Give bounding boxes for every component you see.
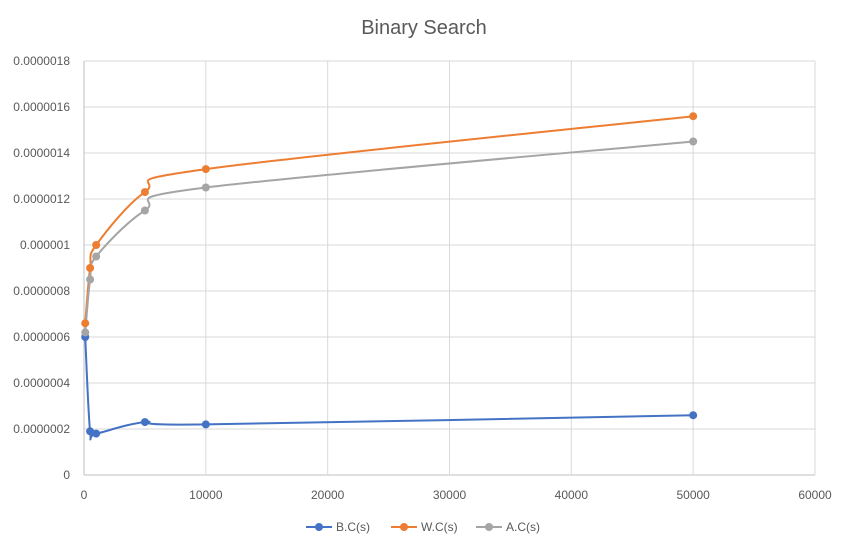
legend-item: A.C(s) <box>476 520 540 534</box>
y-tick-label: 0.0000008 <box>13 284 70 298</box>
data-point <box>140 418 149 427</box>
data-point <box>201 183 210 192</box>
x-tick-label: 40000 <box>555 488 589 502</box>
y-axis-ticks: 0 0.0000002 0.0000004 0.0000006 0.0000008 0.0… <box>13 54 70 482</box>
data-point <box>201 165 210 174</box>
legend-swatch-marker <box>315 523 323 531</box>
data-point <box>92 429 101 438</box>
y-tick-label: 0.0000016 <box>13 100 70 114</box>
y-tick-label: 0.0000012 <box>13 192 70 206</box>
data-point <box>140 188 149 197</box>
y-tick-label: 0 <box>63 468 70 482</box>
legend-label: A.C(s) <box>506 520 540 534</box>
data-point <box>86 275 95 284</box>
x-tick-label: 60000 <box>798 488 832 502</box>
y-tick-label: 0.0000004 <box>13 376 70 390</box>
data-point <box>92 252 101 261</box>
y-tick-label: 0.0000018 <box>13 54 70 68</box>
legend-label: W.C(s) <box>421 520 458 534</box>
legend-item: W.C(s) <box>391 520 458 534</box>
data-point <box>81 328 90 337</box>
legend-swatch-marker <box>400 523 408 531</box>
legend: B.C(s) W.C(s) A.C(s) <box>306 520 540 534</box>
data-point <box>689 112 698 121</box>
legend-item: B.C(s) <box>306 520 370 534</box>
series-line-2 <box>84 140 695 334</box>
data-point <box>140 206 149 215</box>
legend-label: B.C(s) <box>336 520 370 534</box>
x-tick-label: 30000 <box>433 488 467 502</box>
series-lines <box>84 115 695 441</box>
x-tick-label: 50000 <box>676 488 710 502</box>
data-point <box>92 241 101 249</box>
series-markers <box>81 112 698 438</box>
chart-title: Binary Search <box>361 17 487 39</box>
y-tick-label: 0.0000002 <box>13 422 70 436</box>
data-point <box>689 137 698 146</box>
data-point <box>86 264 95 272</box>
series-line-1 <box>84 115 695 325</box>
y-tick-label: 0.0000006 <box>13 330 70 344</box>
x-axis-ticks: 0 10000 20000 30000 40000 50000 60000 <box>81 488 832 502</box>
y-tick-label: 0.000001 <box>20 238 70 252</box>
data-point <box>201 420 210 429</box>
gridlines <box>83 60 816 476</box>
series-line-0 <box>84 336 695 441</box>
x-tick-label: 20000 <box>311 488 345 502</box>
data-point <box>81 319 90 328</box>
x-tick-label: 0 <box>81 488 88 502</box>
legend-swatch-marker <box>485 523 493 531</box>
data-point <box>86 427 95 436</box>
y-tick-label: 0.0000014 <box>13 146 70 160</box>
data-point <box>689 411 698 420</box>
x-tick-label: 10000 <box>189 488 223 502</box>
